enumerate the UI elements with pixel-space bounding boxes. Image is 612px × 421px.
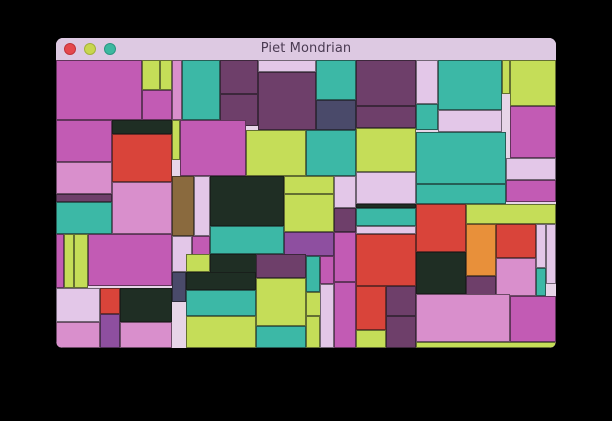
mondrian-tile bbox=[416, 252, 466, 294]
mondrian-tile bbox=[356, 172, 416, 204]
mondrian-tile bbox=[56, 202, 112, 234]
mondrian-tile bbox=[510, 296, 556, 342]
mondrian-tile bbox=[180, 120, 246, 176]
mondrian-tile bbox=[284, 232, 334, 256]
mondrian-tile bbox=[356, 128, 416, 172]
mondrian-tile bbox=[438, 60, 502, 110]
mondrian-tile bbox=[496, 258, 536, 296]
mondrian-tile bbox=[112, 182, 172, 234]
mondrian-tile bbox=[56, 162, 112, 194]
mondrian-tile bbox=[56, 120, 112, 162]
mondrian-tile bbox=[416, 294, 510, 342]
mondrian-tile bbox=[100, 288, 120, 314]
mondrian-tile bbox=[172, 120, 180, 160]
mondrian-tile bbox=[142, 90, 172, 120]
app-window: Piet Mondrian bbox=[56, 38, 556, 348]
mondrian-tile bbox=[334, 176, 356, 208]
mondrian-tile bbox=[210, 226, 284, 254]
mondrian-tile bbox=[112, 134, 172, 182]
window-title: Piet Mondrian bbox=[260, 41, 352, 56]
mondrian-tile bbox=[306, 256, 320, 292]
mondrian-tile bbox=[172, 272, 186, 302]
mondrian-tile bbox=[386, 316, 416, 348]
mondrian-tile bbox=[466, 204, 556, 224]
mondrian-tile bbox=[220, 60, 258, 94]
mondrian-tile bbox=[56, 234, 64, 288]
mondrian-tile bbox=[356, 204, 416, 208]
mondrian-tile bbox=[210, 176, 284, 226]
mondrian-tile bbox=[316, 100, 356, 130]
mondrian-tile bbox=[386, 286, 416, 316]
mondrian-tile bbox=[416, 184, 506, 204]
mondrian-tile bbox=[160, 60, 172, 90]
mondrian-tile bbox=[320, 256, 334, 284]
mondrian-tile bbox=[64, 234, 74, 288]
mondrian-tile bbox=[334, 232, 356, 282]
title-bar[interactable]: Piet Mondrian bbox=[56, 38, 556, 61]
mondrian-tile bbox=[536, 224, 546, 268]
mondrian-tile bbox=[356, 106, 416, 128]
mondrian-tile bbox=[356, 286, 386, 330]
mondrian-tile bbox=[56, 60, 142, 120]
mondrian-tile bbox=[536, 268, 546, 296]
mondrian-tile bbox=[194, 176, 210, 236]
mondrian-tile bbox=[112, 120, 172, 134]
mondrian-tile bbox=[306, 130, 356, 176]
close-button[interactable] bbox=[64, 43, 76, 55]
mondrian-tile bbox=[334, 282, 356, 348]
mondrian-tile bbox=[258, 60, 316, 72]
mondrian-tile bbox=[56, 322, 100, 348]
mondrian-tile bbox=[510, 60, 556, 106]
mondrian-tile bbox=[182, 60, 220, 120]
mondrian-tile bbox=[356, 208, 416, 226]
mondrian-tile bbox=[416, 60, 438, 104]
mondrian-tile bbox=[306, 316, 320, 348]
mondrian-tile bbox=[506, 180, 556, 202]
mondrian-tile bbox=[186, 316, 256, 348]
mondrian-tile bbox=[88, 234, 172, 286]
mondrian-tile bbox=[334, 208, 356, 232]
mondrian-tile bbox=[256, 326, 306, 348]
mondrian-tile bbox=[416, 342, 556, 348]
mondrian-tile bbox=[186, 254, 210, 272]
mondrian-tile bbox=[284, 176, 334, 194]
mondrian-tile bbox=[506, 158, 556, 180]
mondrian-tile bbox=[100, 314, 120, 348]
mondrian-tile bbox=[416, 104, 438, 130]
mondrian-tile bbox=[438, 110, 502, 132]
mondrian-tile bbox=[284, 194, 334, 232]
mondrian-tile bbox=[186, 272, 256, 290]
mondrian-tile bbox=[172, 176, 194, 236]
mondrian-tile bbox=[142, 60, 160, 90]
mondrian-tile bbox=[416, 204, 466, 252]
mondrian-tile bbox=[258, 72, 316, 130]
mondrian-tile bbox=[356, 330, 386, 348]
zoom-button[interactable] bbox=[104, 43, 116, 55]
mondrian-tile bbox=[74, 234, 88, 288]
mondrian-tile bbox=[316, 60, 356, 100]
mondrian-tile bbox=[502, 60, 510, 94]
mondrian-tile bbox=[356, 234, 416, 286]
mondrian-tile bbox=[256, 254, 306, 278]
mondrian-tile bbox=[320, 284, 334, 348]
mondrian-tile bbox=[416, 132, 506, 184]
mondrian-tile bbox=[256, 278, 306, 326]
mondrian-tile bbox=[356, 226, 416, 234]
mondrian-canvas[interactable] bbox=[56, 60, 556, 348]
mondrian-tile bbox=[510, 106, 556, 158]
mondrian-tile bbox=[356, 60, 416, 106]
mondrian-tile bbox=[466, 224, 496, 276]
mondrian-tile bbox=[56, 194, 112, 202]
mondrian-tile bbox=[56, 288, 100, 322]
mondrian-tile bbox=[172, 60, 182, 120]
mondrian-tile bbox=[186, 290, 256, 316]
mondrian-tile bbox=[246, 130, 306, 176]
minimize-button[interactable] bbox=[84, 43, 96, 55]
mondrian-tile bbox=[546, 224, 556, 284]
mondrian-tile bbox=[120, 288, 172, 322]
mondrian-tile bbox=[120, 322, 172, 348]
mondrian-tile bbox=[496, 224, 536, 258]
